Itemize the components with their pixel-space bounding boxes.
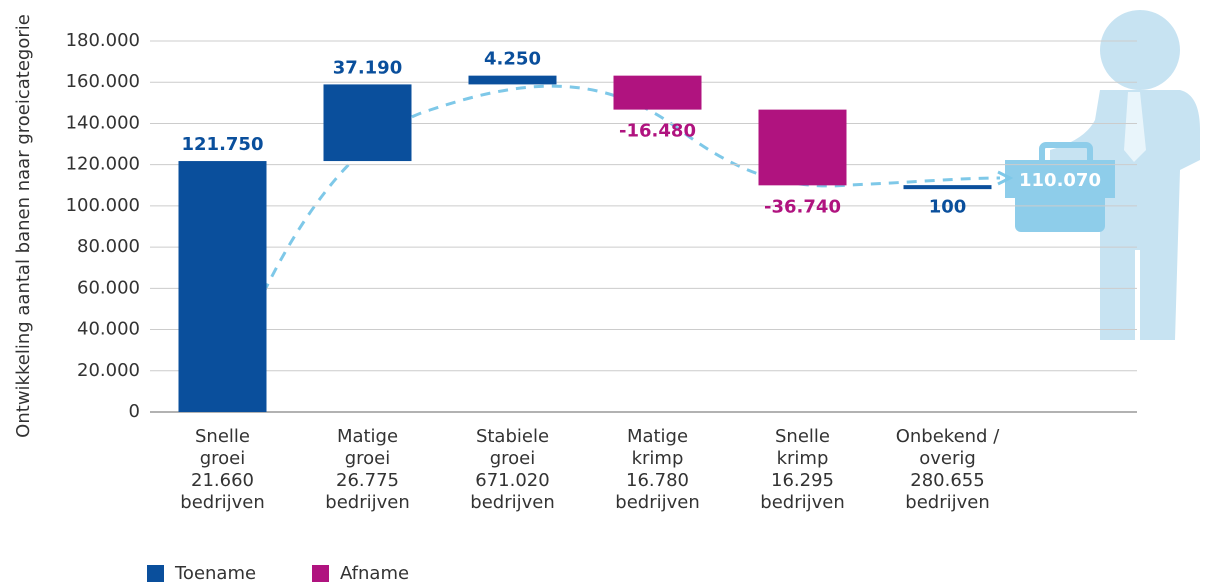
x-tick-label: Matige xyxy=(337,426,398,447)
x-tick-label: Matige xyxy=(627,426,688,447)
y-axis-title: Ontwikkeling aantal banen naar groeicate… xyxy=(13,14,34,438)
x-tick-label: bedrijven xyxy=(615,492,699,513)
value-label: 100 xyxy=(929,196,967,217)
x-tick-label: groei xyxy=(200,448,246,469)
x-tick-label: bedrijven xyxy=(325,492,409,513)
x-tick-label: krimp xyxy=(632,448,684,469)
x-tick-label: Stabiele xyxy=(476,426,549,447)
legend-swatch xyxy=(312,565,329,582)
value-label: -16.480 xyxy=(619,121,696,142)
y-tick-label: 0 xyxy=(129,401,140,422)
x-tick-label: 16.295 xyxy=(771,470,834,491)
legend-swatch xyxy=(147,565,164,582)
y-tick-label: 100.000 xyxy=(66,195,140,216)
y-tick-label: 20.000 xyxy=(77,360,140,381)
x-tick-label: 280.655 xyxy=(910,470,984,491)
y-tick-label: 60.000 xyxy=(77,277,140,298)
x-tick-label: bedrijven xyxy=(180,492,264,513)
x-tick-label: bedrijven xyxy=(905,492,989,513)
x-tick-label: 16.780 xyxy=(626,470,689,491)
x-tick-label: Snelle xyxy=(195,426,250,447)
bar xyxy=(323,84,412,162)
bar xyxy=(613,75,702,110)
x-tick-label: krimp xyxy=(777,448,829,469)
x-tick-label: bedrijven xyxy=(760,492,844,513)
value-label: 4.250 xyxy=(484,49,541,70)
trend-arrow xyxy=(997,170,1014,186)
x-tick-label: groei xyxy=(490,448,536,469)
y-tick-label: 180.000 xyxy=(66,30,140,51)
bar xyxy=(758,109,847,186)
y-tick-label: 80.000 xyxy=(77,236,140,257)
x-tick-label: groei xyxy=(345,448,391,469)
x-tick-label: Onbekend / xyxy=(896,426,1000,447)
legend-label: Toename xyxy=(174,563,256,583)
bar xyxy=(178,161,267,412)
briefcase xyxy=(1005,142,1115,232)
legend-label: Afname xyxy=(340,563,409,583)
x-tick-label: overig xyxy=(919,448,976,469)
x-tick-label: 26.775 xyxy=(336,470,399,491)
y-tick-label: 140.000 xyxy=(66,112,140,133)
y-tick-label: 160.000 xyxy=(66,71,140,92)
x-tick-label: bedrijven xyxy=(470,492,554,513)
value-label: 121.750 xyxy=(182,134,264,155)
value-label: -36.740 xyxy=(764,196,841,217)
total-label: 110.070 xyxy=(1019,170,1101,191)
y-tick-label: 40.000 xyxy=(77,319,140,340)
x-tick-label: Snelle xyxy=(775,426,830,447)
x-tick-label: 21.660 xyxy=(191,470,254,491)
bar xyxy=(468,75,557,85)
y-tick-label: 120.000 xyxy=(66,154,140,175)
x-tick-label: 671.020 xyxy=(475,470,549,491)
bar xyxy=(903,185,992,190)
value-label: 37.190 xyxy=(333,57,402,78)
